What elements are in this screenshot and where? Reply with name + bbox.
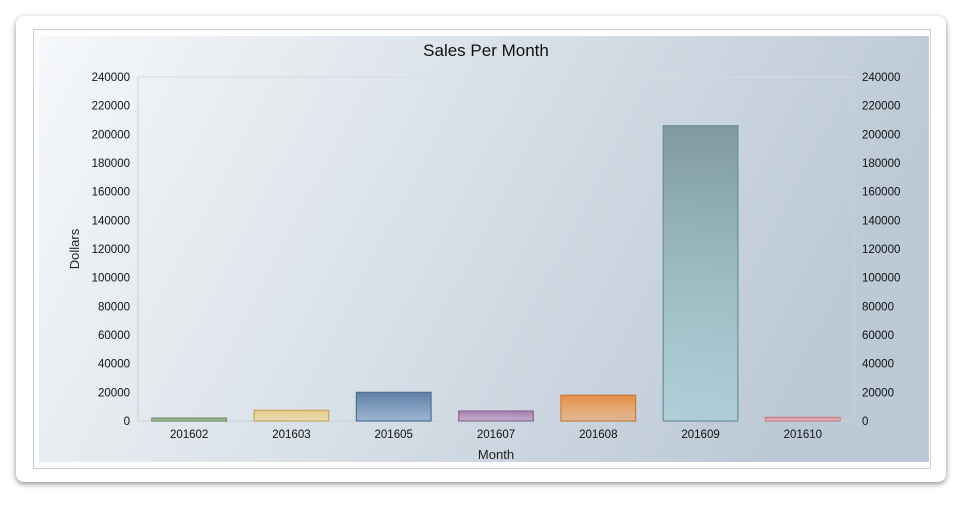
y-tick-label: 100000 — [92, 273, 130, 285]
bar — [764, 416, 841, 422]
x-tick-label: 201603 — [272, 429, 310, 441]
y-tick-label-right: 120000 — [862, 244, 900, 256]
y-axis-label: Dollars — [67, 228, 82, 269]
y-tick-label: 240000 — [92, 72, 130, 84]
y-tick-label-right: 180000 — [862, 158, 900, 170]
y-tick-label: 220000 — [92, 101, 130, 113]
y-tick-label: 200000 — [92, 129, 130, 141]
y-tick-label-right: 20000 — [862, 387, 894, 399]
bar — [355, 391, 432, 422]
x-tick-label: 201609 — [681, 429, 719, 441]
y-tick-label-right: 80000 — [862, 301, 894, 313]
y-tick-label: 160000 — [92, 187, 130, 199]
y-tick-label-right: 240000 — [862, 72, 900, 84]
y-tick-label: 80000 — [98, 301, 130, 313]
x-tick-label: 201610 — [784, 429, 822, 441]
y-tick-label-right: 160000 — [862, 187, 900, 199]
x-tick-label: 201608 — [579, 429, 617, 441]
y-tick-label: 40000 — [98, 359, 130, 371]
y-tick-label-right: 220000 — [862, 101, 900, 113]
y-tick-label: 140000 — [92, 215, 130, 227]
bar — [560, 394, 637, 422]
y-tick-label-right: 0 — [862, 416, 868, 428]
plot-area: 0 0 20000 20000 40000 40000 60000 60000 80000 800… — [92, 72, 901, 441]
chart-title: Sales Per Month — [423, 41, 549, 60]
y-tick-label-right: 200000 — [862, 129, 900, 141]
y-tick-label: 60000 — [98, 330, 130, 342]
y-tick-label-right: 100000 — [862, 273, 900, 285]
bar — [458, 410, 534, 422]
y-tick-label-right: 60000 — [862, 330, 894, 342]
y-tick-label: 0 — [124, 416, 130, 428]
bar — [253, 409, 330, 422]
chart-background — [39, 36, 929, 462]
y-tick-label: 180000 — [92, 158, 130, 170]
y-tick-label: 120000 — [92, 244, 130, 256]
bar — [662, 125, 739, 422]
y-tick-label: 20000 — [98, 387, 130, 399]
x-tick-label: 201602 — [170, 429, 208, 441]
y-tick-label-right: 140000 — [862, 215, 900, 227]
x-tick-label: 201607 — [477, 429, 515, 441]
x-tick-label: 201605 — [375, 429, 413, 441]
bar — [151, 417, 228, 422]
y-tick-label-right: 40000 — [862, 359, 894, 371]
x-axis-label: Month — [478, 447, 514, 462]
